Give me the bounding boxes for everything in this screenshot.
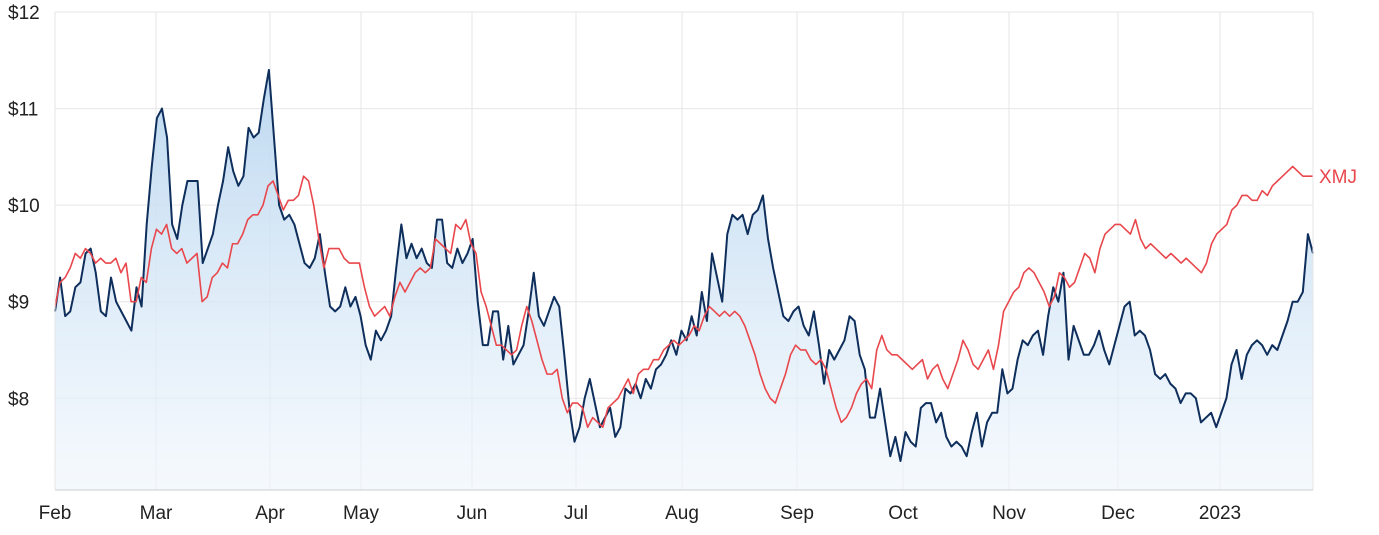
y-tick-label: $10 — [8, 196, 40, 217]
series-line-primary — [54, 68, 1314, 463]
x-tick-label: Oct — [888, 503, 918, 524]
x-tick-label: Dec — [1101, 503, 1135, 524]
x-tick-label: Jun — [457, 503, 488, 524]
x-tick-label: May — [343, 503, 379, 524]
chart-labels: $8 $9 $10 $11 $12 Feb Mar Apr May Jun Jul Aug Sep Oct… — [8, 3, 1357, 524]
x-tick-label: Aug — [665, 503, 699, 524]
x-tick-label: 2023 — [1199, 503, 1241, 524]
x-tick-label: Apr — [255, 503, 285, 524]
series-label-xmj: XMJ — [1319, 167, 1357, 188]
series-area-fill — [55, 69, 1313, 490]
series-line-layer — [54, 68, 1314, 463]
y-tick-label: $12 — [8, 3, 40, 24]
x-tick-label: Nov — [992, 503, 1026, 524]
series-area-layer — [55, 69, 1313, 490]
x-tick-label: Jul — [564, 503, 588, 524]
x-tick-label: Mar — [140, 503, 173, 524]
chart-axes — [54, 11, 1314, 491]
x-tick-label: Sep — [780, 503, 814, 524]
x-tick-label: Feb — [39, 503, 72, 524]
y-tick-label: $11 — [8, 100, 38, 121]
series-line-xmj — [54, 165, 1313, 429]
y-tick-label: $9 — [8, 293, 29, 314]
y-tick-label: $8 — [8, 389, 29, 410]
